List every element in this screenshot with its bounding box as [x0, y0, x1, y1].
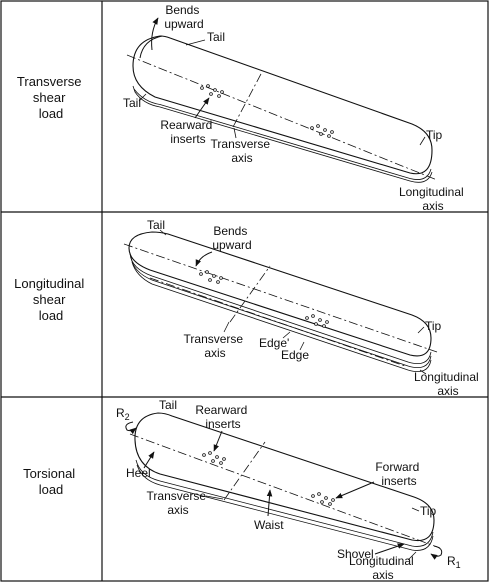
bends-upward-arrow [151, 17, 159, 51]
label-longitudinal-axis: Longitudinal axis [399, 185, 467, 213]
panel-transverse: Bends upward Tail Tail Rearward inserts … [123, 3, 467, 213]
forward-inserts-holes [311, 492, 335, 506]
label-tail: Tail [159, 398, 177, 412]
label-transverse-axis: Transverse axis [211, 137, 274, 165]
label-longitudinal-axis: Longitudinal axis [349, 554, 417, 582]
transverse-axis-line [232, 71, 263, 128]
snowboard-top [134, 412, 435, 542]
label-edge: Edge [281, 348, 309, 362]
transverse-axis-line [223, 441, 266, 501]
bends-upward-arrow [195, 251, 213, 267]
forward-inserts-holes [305, 314, 329, 328]
row-label-transverse: Transverse shear load [17, 74, 85, 121]
row-label-longitudinal: Longitudinal shear load [14, 276, 88, 323]
label-bends-upward: Bends upward [164, 3, 203, 31]
label-rearward-inserts: Rearward inserts [160, 118, 215, 146]
label-forward-inserts: Forward inserts [375, 460, 422, 488]
label-longitudinal-axis: Longitudinal axis [414, 370, 482, 398]
row-label-torsional: Torsional load [23, 466, 79, 497]
label-tip: Tip [426, 128, 443, 142]
transverse-axis-line [229, 265, 271, 323]
longitudinal-axis-line [123, 243, 438, 353]
label-r2: R2 [116, 406, 130, 422]
rearward-inserts-holes [199, 270, 223, 284]
snowboard-top [128, 231, 432, 357]
panel-torsional: R2 Tail Rearward inserts Heel Forward in… [116, 398, 461, 582]
panel-longitudinal: Tail Bends upward Transverse axis Edge' … [123, 218, 482, 398]
snowboard-top [132, 35, 433, 175]
label-tail-top: Tail [207, 30, 225, 44]
rearward-inserts-holes [202, 451, 226, 465]
label-waist: Waist [254, 518, 284, 532]
label-tail-left: Tail [123, 96, 141, 110]
label-bends-upward: Bends upward [212, 224, 251, 252]
label-tip: Tip [420, 504, 437, 518]
label-shovel: Shovel [337, 547, 374, 561]
edge-prime-line [149, 277, 406, 367]
longitudinal-axis-line [126, 54, 438, 181]
label-rearward-inserts: Rearward inserts [195, 403, 250, 431]
bent-tail-outline [139, 35, 163, 59]
label-r1: R1 [447, 554, 461, 570]
label-edge-prime: Edge' [259, 336, 289, 350]
r2-rotation-arrow [125, 421, 137, 435]
label-heel: Heel [126, 466, 151, 480]
label-transverse-axis: Transverse axis [147, 489, 210, 517]
r1-rotation-arrow [430, 545, 443, 560]
longitudinal-axis-line [129, 433, 441, 549]
label-transverse-axis: Transverse axis [184, 332, 247, 360]
forward-inserts-holes [310, 124, 334, 138]
rearward-inserts-holes [200, 84, 224, 98]
label-tail: Tail [147, 218, 165, 232]
label-tip: Tip [425, 319, 442, 333]
